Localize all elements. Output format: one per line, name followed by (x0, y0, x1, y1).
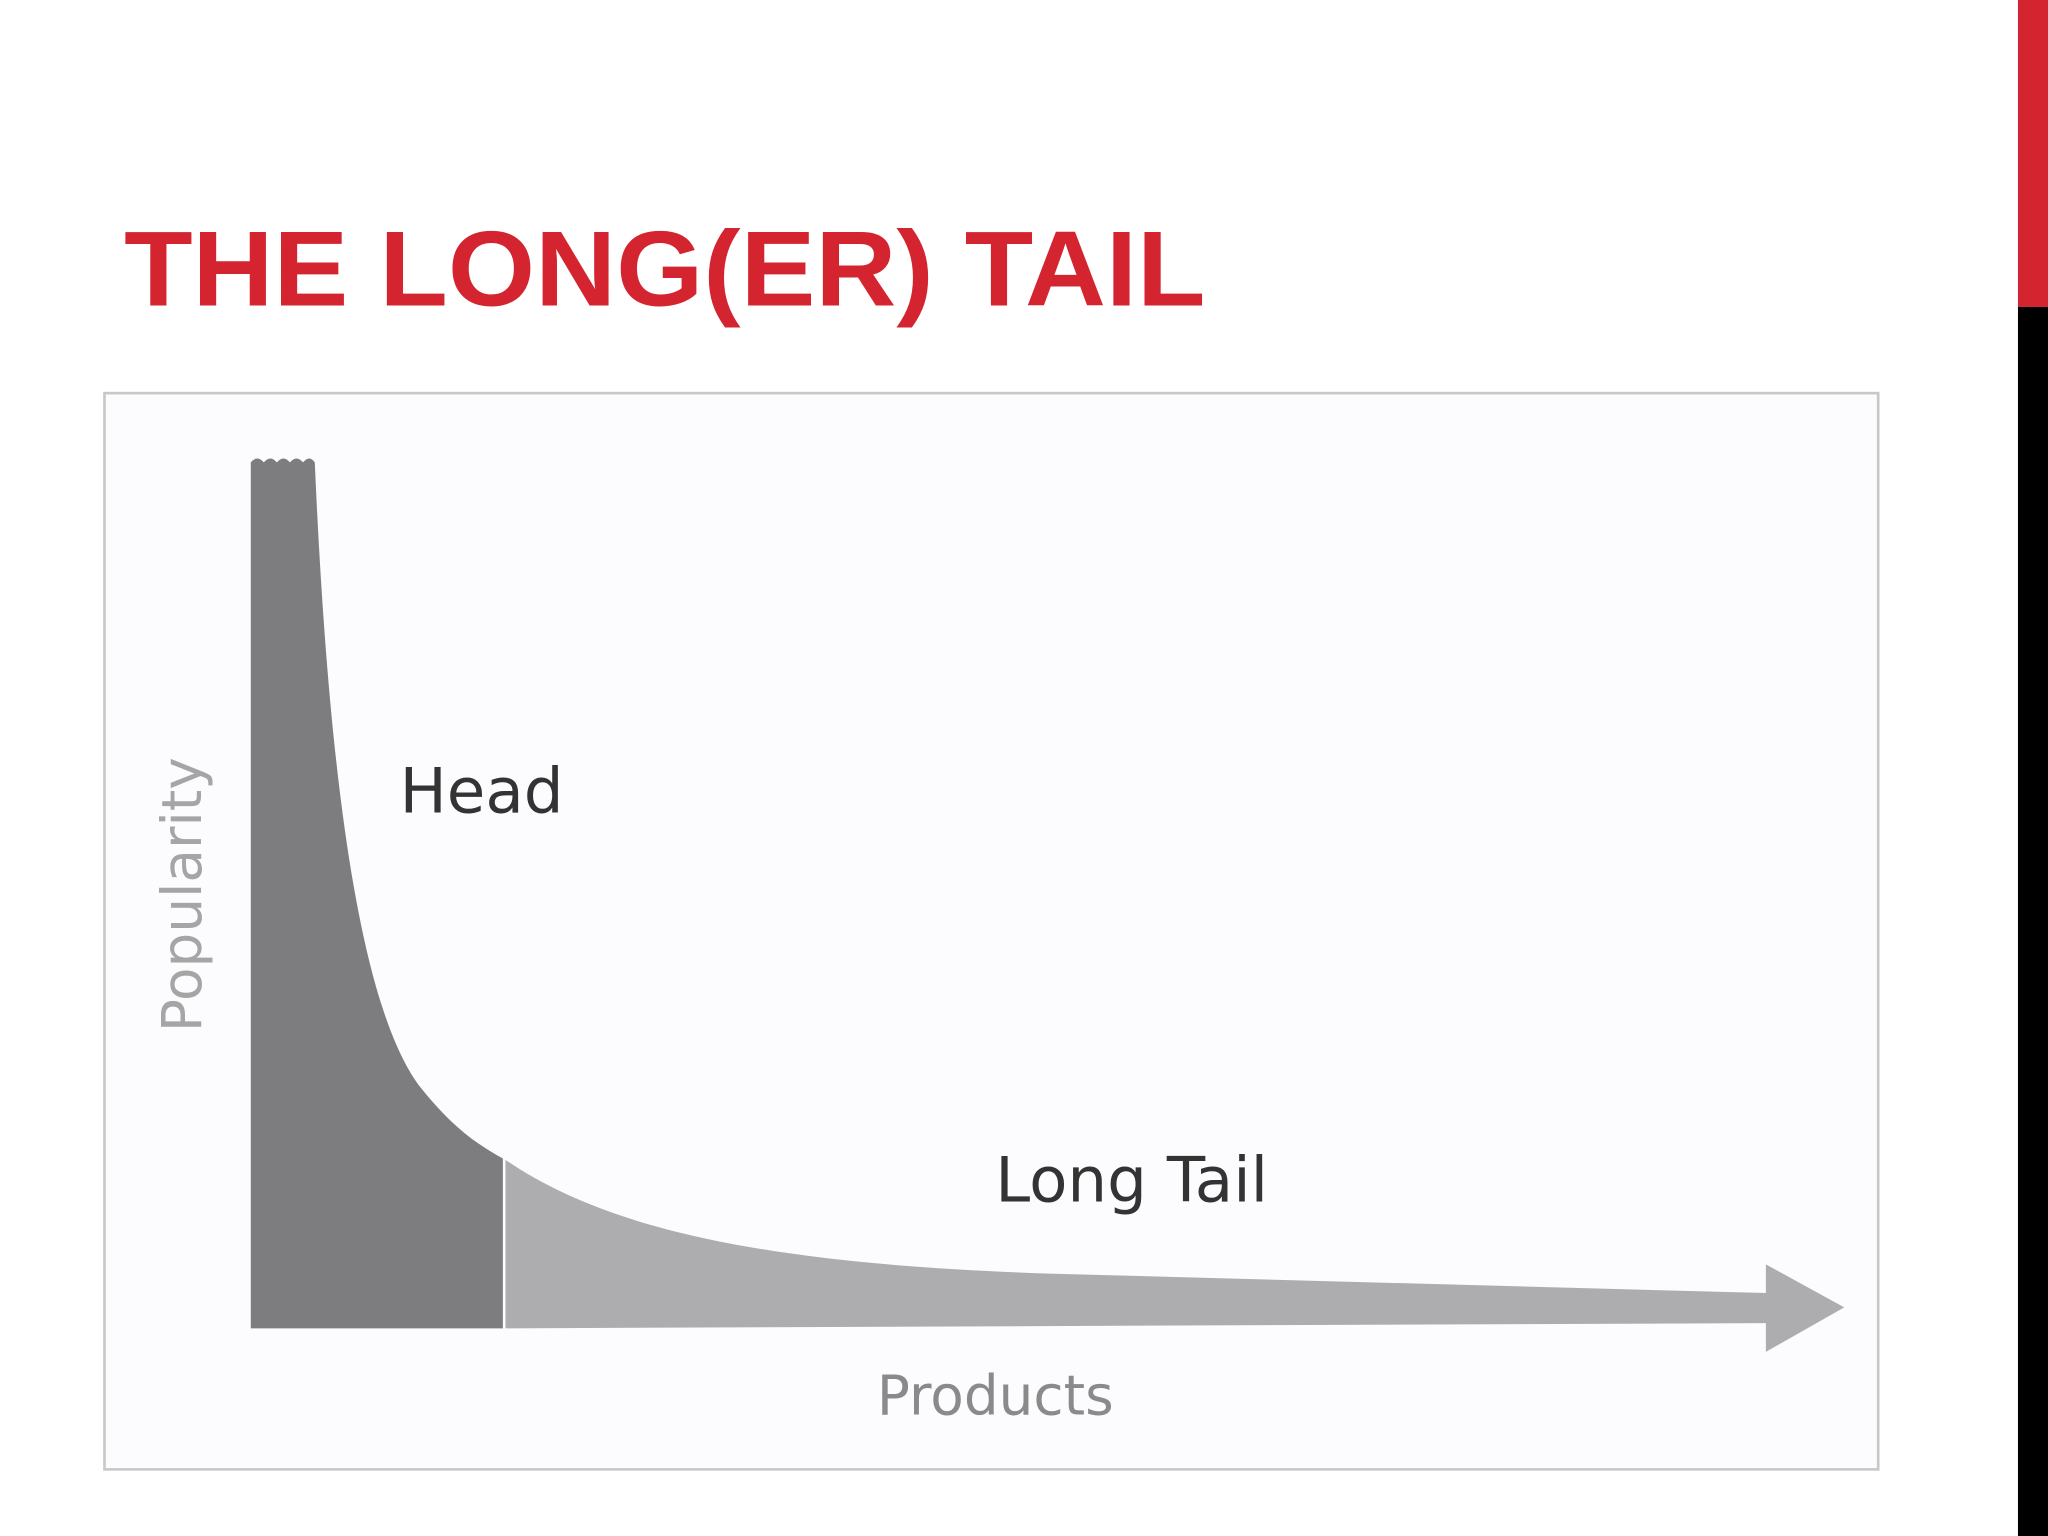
slide-title: THE LONG(ER) TAIL (124, 209, 1205, 329)
tail-area (505, 1159, 1845, 1352)
accent-bar-black (2017, 306, 2048, 1536)
tail-label: Long Tail (995, 1144, 1268, 1217)
head-area (250, 458, 503, 1329)
accent-bar-red (2017, 0, 2048, 307)
long-tail-figure: Head Long Tail Products Popularity (103, 391, 1880, 1471)
y-axis-label: Popularity (150, 757, 214, 1032)
head-label: Head (400, 754, 564, 827)
x-axis-label: Products (877, 1364, 1114, 1428)
